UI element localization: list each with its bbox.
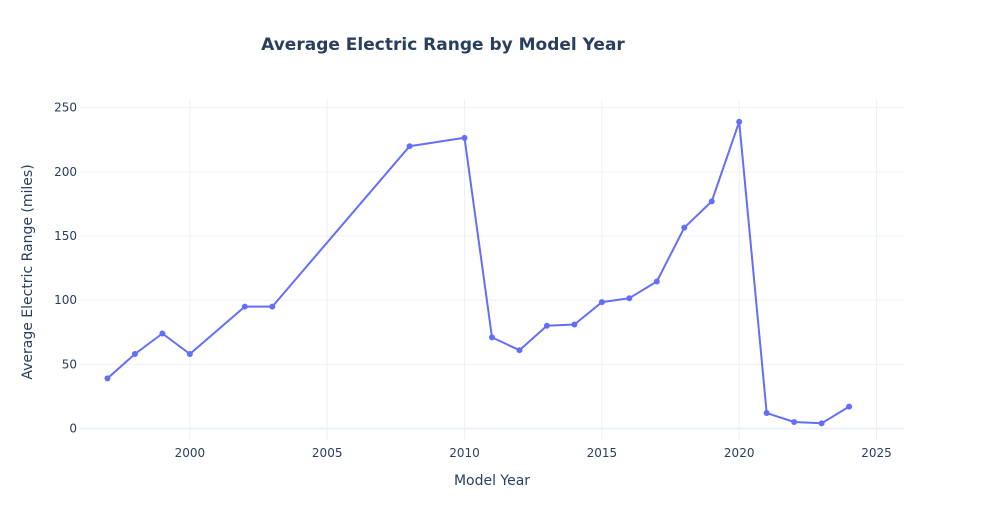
y-axis-ticks: 0 50 100 150 200 250 [54, 101, 77, 436]
grid [80, 100, 904, 440]
data-point[interactable] [406, 143, 413, 150]
y-tick-label: 150 [54, 229, 77, 243]
series [104, 118, 853, 427]
data-point[interactable] [241, 303, 248, 310]
x-axis-title: Model Year [454, 473, 530, 489]
data-point[interactable] [708, 198, 715, 205]
y-tick-label: 0 [69, 421, 77, 435]
data-point[interactable] [104, 375, 111, 382]
y-tick-label: 250 [54, 101, 77, 115]
x-tick-label: 2020 [724, 446, 755, 460]
data-point[interactable] [461, 134, 468, 141]
data-point[interactable] [818, 420, 825, 427]
data-point[interactable] [186, 351, 193, 358]
x-tick-label: 2000 [175, 446, 206, 460]
x-axis-ticks: 2000 2005 2010 2015 2020 2025 [175, 446, 892, 460]
x-tick-label: 2015 [587, 446, 618, 460]
data-point[interactable] [489, 334, 495, 341]
data-point[interactable] [763, 410, 770, 417]
data-point[interactable] [159, 330, 166, 337]
data-point[interactable] [846, 403, 853, 410]
data-point[interactable] [543, 322, 550, 329]
y-axis-title: Average Electric Range (miles) [20, 164, 36, 379]
data-point[interactable] [681, 224, 688, 231]
x-tick-label: 2025 [861, 446, 892, 460]
data-point[interactable] [516, 347, 523, 354]
y-tick-label: 50 [62, 357, 77, 371]
data-point[interactable] [598, 299, 605, 306]
data-point[interactable] [571, 321, 578, 328]
data-point[interactable] [791, 419, 798, 426]
y-tick-label: 200 [54, 165, 77, 179]
x-tick-label: 2010 [449, 446, 480, 460]
x-tick-label: 2005 [312, 446, 343, 460]
data-point[interactable] [736, 118, 743, 125]
data-point[interactable] [131, 351, 138, 358]
data-point[interactable] [653, 278, 660, 285]
data-point[interactable] [269, 303, 276, 310]
y-tick-label: 100 [54, 293, 77, 307]
data-point[interactable] [626, 295, 633, 302]
chart-title: Average Electric Range by Model Year [261, 35, 625, 55]
series-line [106, 120, 850, 425]
